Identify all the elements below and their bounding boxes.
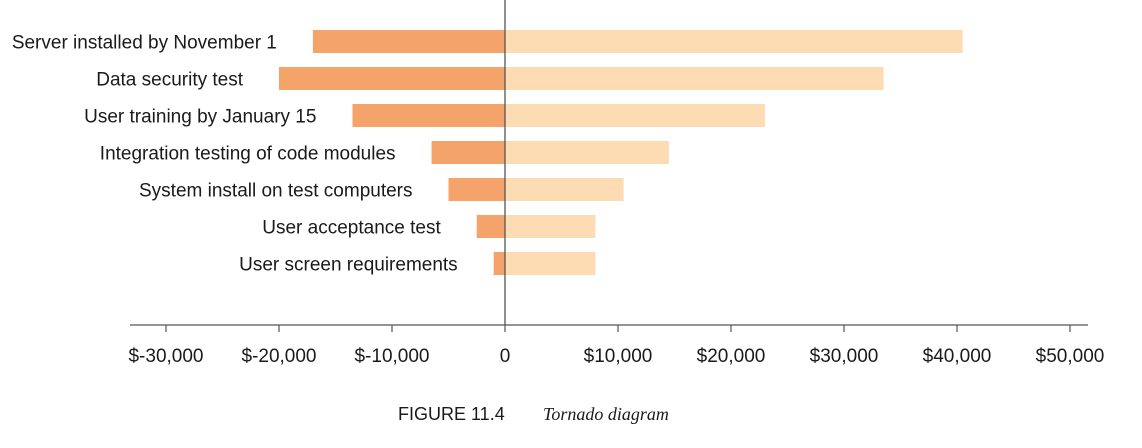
bar-positive-5 <box>505 215 596 238</box>
bar-negative-2 <box>352 104 505 127</box>
bars-layer <box>279 30 963 275</box>
figure-label: FIGURE 11.4 <box>398 404 505 424</box>
bar-positive-1 <box>505 67 884 90</box>
bar-negative-1 <box>279 67 505 90</box>
category-label-6: User screen requirements <box>239 255 458 276</box>
bar-positive-6 <box>505 252 596 275</box>
bar-positive-4 <box>505 178 624 201</box>
bar-positive-3 <box>505 141 669 164</box>
category-label-0: Server installed by November 1 <box>12 33 277 54</box>
category-label-3: Integration testing of code modules <box>100 144 396 165</box>
bar-negative-6 <box>493 252 505 275</box>
x-tick-label-5: $20,000 <box>697 346 766 367</box>
x-tick-label-1: $-20,000 <box>241 346 316 367</box>
category-label-2: User training by January 15 <box>84 107 316 128</box>
bar-negative-5 <box>476 215 505 238</box>
x-tick-label-3: 0 <box>500 346 511 367</box>
bar-positive-2 <box>505 104 765 127</box>
category-label-4: System install on test computers <box>139 181 413 202</box>
x-tick-label-7: $40,000 <box>923 346 992 367</box>
figure-title: Tornado diagram <box>543 404 669 424</box>
x-tick-label-4: $10,000 <box>584 346 653 367</box>
x-tick-labels: $-30,000 $-20,000 $-10,000 0 $10,000 $20,000 $… <box>128 325 1104 367</box>
x-tick-label-0: $-30,000 <box>128 346 203 367</box>
category-label-1: Data security test <box>96 70 243 91</box>
x-tick-label-6: $30,000 <box>810 346 879 367</box>
category-labels: Server installed by November 1 Data secur… <box>12 33 458 276</box>
bar-negative-4 <box>448 178 505 201</box>
x-tick-label-2: $-10,000 <box>354 346 429 367</box>
category-label-5: User acceptance test <box>262 218 441 239</box>
x-tick-label-8: $50,000 <box>1036 346 1105 367</box>
bar-positive-0 <box>505 30 963 53</box>
bar-negative-3 <box>431 141 505 164</box>
bar-negative-0 <box>312 30 505 53</box>
